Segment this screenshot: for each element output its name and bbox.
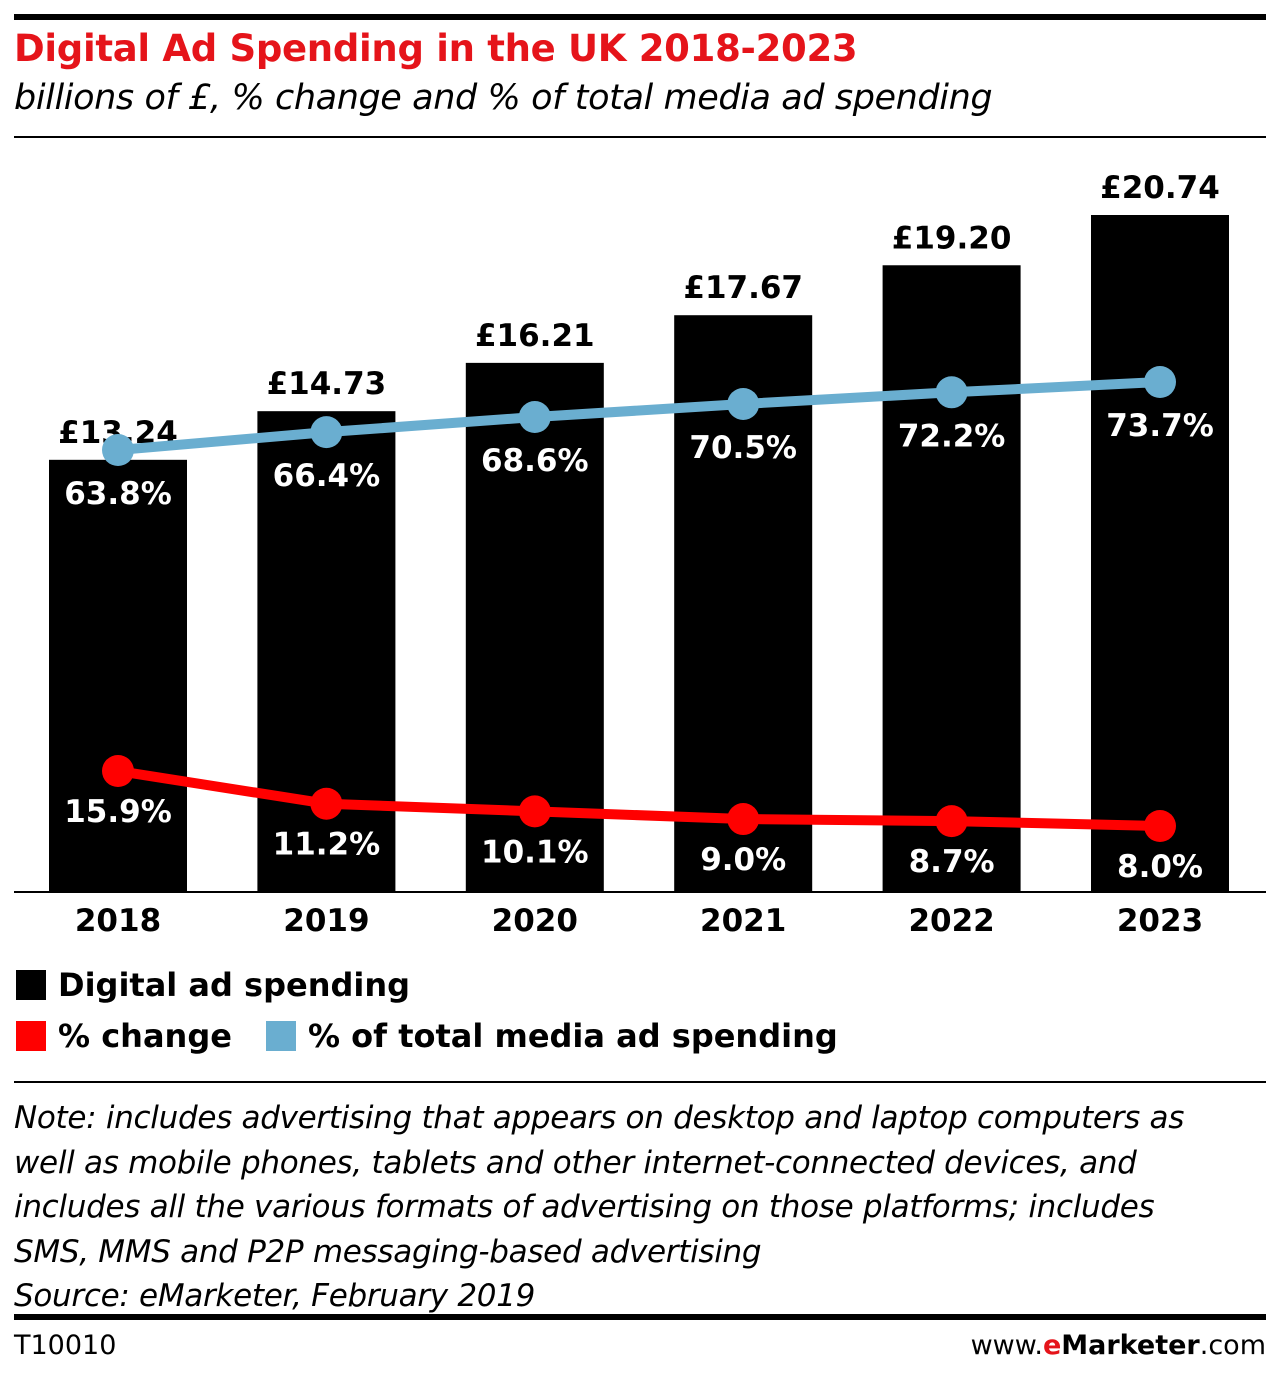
brand-name: Marketer: [1061, 1330, 1200, 1361]
footnote-line: SMS, MMS and P2P messaging-based adverti…: [14, 1233, 762, 1270]
change-value-label: 9.0%: [700, 842, 786, 878]
chart-id: T10010: [14, 1330, 117, 1361]
chart-title: Digital Ad Spending in the UK 2018-2023: [14, 27, 858, 70]
brand-e: e: [1042, 1330, 1062, 1361]
legend-swatch-change: [16, 1021, 46, 1051]
bar: [674, 315, 813, 892]
source-line: Source: eMarketer, February 2019: [14, 1278, 536, 1314]
change-value-label: 11.2%: [273, 827, 381, 863]
legend-label-percent-change: % change: [58, 1017, 232, 1055]
change-point: [102, 755, 134, 787]
bar-value-label: £14.73: [267, 366, 387, 402]
change-value-label: 8.0%: [1117, 849, 1203, 885]
x-tick-label: 2019: [283, 903, 369, 939]
footnote: Note: includes advertising that appears …: [14, 1096, 1270, 1319]
brand-suffix: .com: [1199, 1330, 1266, 1361]
bar-value-label: £16.21: [475, 318, 595, 354]
legend-item-percent-change: % change: [16, 1017, 232, 1055]
bar-value-label: £19.20: [892, 220, 1012, 256]
chart-subtitle: billions of £, % change and % of total m…: [14, 78, 993, 118]
share-value-label: 73.7%: [1106, 408, 1214, 444]
share-value-label: 68.6%: [481, 443, 589, 479]
change-line: [113, 766, 1165, 831]
x-tick-label: 2020: [492, 903, 578, 939]
brand-prefix: www.: [970, 1330, 1043, 1361]
footer-rule: [14, 1314, 1266, 1320]
bar: [49, 459, 187, 892]
legend-swatch-share: [265, 1021, 296, 1051]
change-value-label: 10.1%: [481, 834, 589, 870]
x-tick-label: 2018: [75, 903, 161, 939]
share-point: [102, 434, 134, 466]
change-point: [727, 803, 760, 836]
share-value-label: 63.8%: [64, 476, 172, 512]
footnote-line: well as mobile phones, tablets and other…: [14, 1144, 1137, 1181]
legend-label-digital-ad-spending: Digital ad spending: [58, 966, 411, 1004]
share-point: [1144, 366, 1176, 398]
footnote-line: includes all the various formats of adve…: [14, 1189, 1155, 1225]
brand-url[interactable]: www.eMarketer.com: [971, 1330, 1266, 1361]
share-value-label: 72.2%: [898, 418, 1006, 454]
x-tick-label: 2023: [1117, 903, 1203, 939]
bar: [882, 265, 1021, 892]
share-point: [727, 387, 760, 420]
note-rule: [14, 1081, 1266, 1083]
bar-value-label: £20.74: [1100, 170, 1220, 206]
change-value-label: 15.9%: [64, 794, 172, 830]
legend-item-digital-ad-spending: Digital ad spending: [16, 966, 410, 1004]
bar-value-label: £17.67: [683, 270, 803, 306]
share-value-label: 70.5%: [689, 430, 797, 466]
share-value-label: 66.4%: [273, 458, 381, 494]
legend-swatch-bar: [16, 970, 46, 1000]
x-tick-label: 2022: [908, 903, 994, 939]
bar: [257, 411, 396, 892]
change-point: [310, 787, 343, 820]
legend-row-1: Digital ad spending: [16, 966, 444, 1004]
change-point: [935, 805, 968, 838]
change-point: [518, 795, 551, 828]
legend-row-2: % change % of total media ad spending: [16, 1017, 872, 1055]
bar: [465, 362, 604, 892]
top-rule: [14, 14, 1266, 20]
legend-label-share-of-total: % of total media ad spending: [307, 1017, 838, 1055]
change-point: [1144, 810, 1176, 842]
share-point: [935, 376, 968, 409]
share-point: [518, 401, 551, 434]
x-tick-label: 2021: [700, 903, 786, 939]
bar-value-label: £13.24: [58, 415, 178, 451]
footnote-line: Note: includes advertising that appears …: [14, 1100, 1185, 1136]
share-line: [113, 377, 1165, 455]
legend-item-share-of-total: % of total media ad spending: [265, 1017, 838, 1055]
share-point: [310, 416, 343, 449]
change-value-label: 8.7%: [909, 844, 995, 880]
header-rule: [14, 136, 1266, 138]
bar: [1091, 215, 1229, 892]
